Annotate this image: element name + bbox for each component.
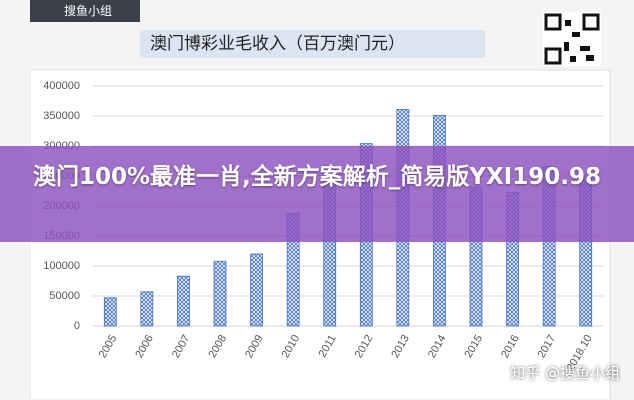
y-tick-label: 350000: [43, 110, 80, 122]
banner-text: 澳门100%最准一肖,全新方案解析_简易版YXI190.98: [33, 164, 601, 190]
logo: 搜鱼小组: [30, 0, 140, 22]
bar: [213, 260, 227, 327]
banner-band: [0, 146, 634, 242]
y-tick-label: 0: [74, 320, 80, 332]
watermark: 知乎 @搜鱼小组: [510, 364, 620, 382]
bar: [140, 291, 154, 327]
chart-title: 澳门博彩业毛收入（百万澳门元）: [140, 30, 485, 58]
y-tick-label: 400000: [43, 80, 80, 92]
bar: [250, 253, 263, 327]
bar: [103, 297, 117, 327]
y-tick-label: 50000: [49, 290, 80, 302]
qr-code: [543, 12, 601, 66]
bar: [177, 275, 190, 327]
y-tick-label: 100000: [43, 260, 80, 272]
